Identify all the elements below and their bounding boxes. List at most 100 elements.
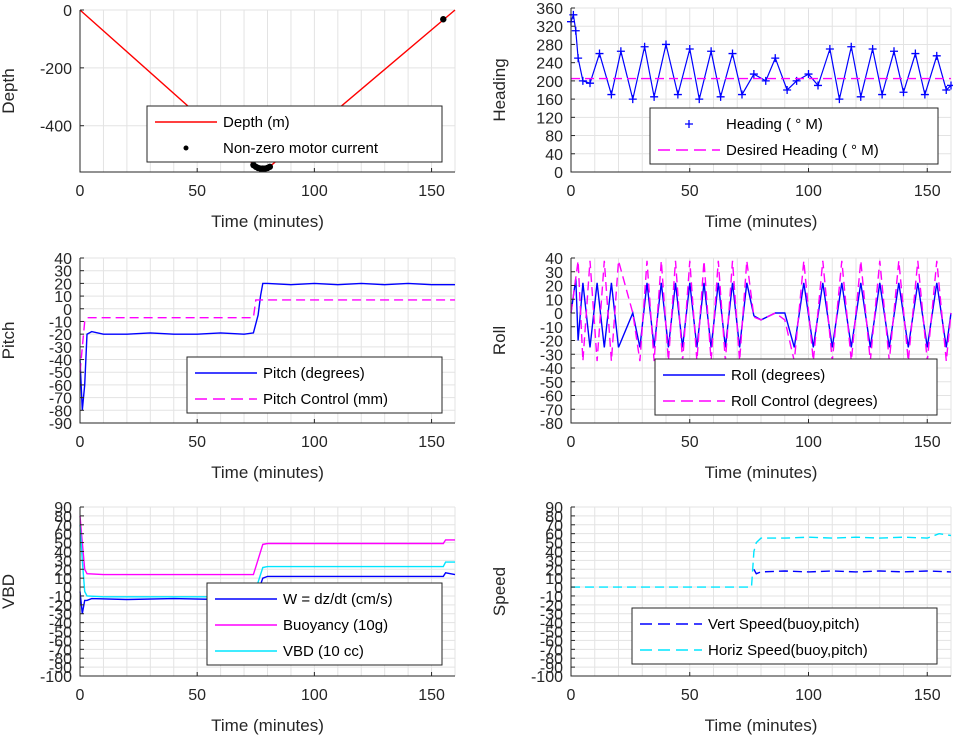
data-point: [586, 79, 594, 88]
x-tick-label: 50: [681, 687, 699, 704]
legend-entry: Heading ( ° M): [726, 116, 823, 133]
y-tick-label: -100: [531, 669, 563, 686]
data-point: [899, 88, 908, 97]
x-tick-label: 0: [567, 687, 576, 704]
series-line: [571, 532, 952, 588]
y-tick-label: -70: [540, 402, 563, 419]
legend-box: [649, 107, 939, 165]
data-point: [825, 45, 834, 53]
y-tick-label: -80: [49, 651, 72, 668]
legend-entry: Non-zero motor current: [223, 140, 379, 157]
data-point: [673, 90, 682, 99]
x-axis-label: Time (minutes): [705, 716, 818, 735]
x-axis-label: Time (minutes): [705, 463, 818, 482]
chart-5: 0 50 100 1509080706050403020100-10-20-30-40…: [0, 500, 456, 735]
legend-entry: Horiz Speed(buoy,pitch): [708, 642, 868, 659]
y-axis-label: Depth: [0, 68, 18, 113]
y-axis-label: Roll: [490, 326, 509, 355]
y-tick-label: -50: [49, 625, 72, 642]
y-tick-label: 80: [545, 509, 563, 526]
y-tick-label: -40: [49, 353, 72, 370]
y-tick-label: 40: [54, 251, 72, 268]
x-tick-label: 0: [567, 183, 576, 200]
y-tick-label: 0: [554, 306, 563, 323]
data-point: [685, 45, 694, 53]
y-tick-label: 20: [545, 279, 563, 296]
y-tick-label: 20: [54, 276, 72, 293]
y-tick-label: -10: [540, 320, 563, 337]
y-tick-label: -400: [40, 119, 72, 136]
data-point: [695, 95, 704, 104]
x-tick-label: 0: [76, 687, 85, 704]
data-point: [628, 95, 637, 104]
legend-box: [146, 105, 443, 163]
y-tick-label: -60: [49, 633, 72, 650]
x-tick-label: 150: [418, 434, 445, 451]
y-tick-label: -40: [49, 616, 72, 633]
data-point: [771, 54, 780, 63]
y-tick-label: -10: [49, 589, 72, 606]
x-tick-label: 50: [188, 183, 206, 200]
chart-4: 0 50 100 150403020100-10-20-30-40-50-60-70-…: [490, 251, 952, 482]
y-tick-label: 240: [536, 56, 563, 73]
x-axis-label: Time (minutes): [211, 716, 324, 735]
x-tick-label: 0: [76, 183, 85, 200]
legend-entry: Depth (m): [223, 114, 290, 131]
data-point: [761, 76, 770, 85]
y-tick-label: -70: [49, 642, 72, 659]
series-1: [567, 10, 953, 104]
y-tick-label: 10: [54, 289, 72, 306]
y-tick-label: -50: [540, 375, 563, 392]
legend-box: [654, 358, 938, 416]
data-point: [814, 81, 822, 90]
y-tick-label: 200: [536, 74, 563, 91]
series-line: [79, 282, 455, 411]
series-2: [250, 16, 447, 172]
y-tick-label: 360: [536, 1, 563, 18]
x-tick-label: 50: [681, 183, 699, 200]
series-line: [570, 260, 952, 362]
y-tick-label: 80: [545, 129, 563, 146]
y-tick-label: -80: [540, 416, 563, 433]
y-tick-label: -30: [49, 340, 72, 357]
legend-entry: Pitch (degrees): [263, 365, 365, 382]
y-tick-label: 80: [54, 509, 72, 526]
y-tick-label: 90: [545, 500, 563, 517]
data-point: [856, 92, 865, 101]
data-point: [616, 47, 625, 56]
legend-entry: Buoyancy (10g): [283, 617, 388, 634]
x-axis-label: Time (minutes): [211, 463, 324, 482]
y-tick-label: -50: [49, 365, 72, 382]
data-point: [266, 163, 274, 170]
y-tick-label: -70: [49, 391, 72, 408]
y-tick-label: -90: [49, 660, 72, 677]
data-point: [578, 76, 587, 85]
y-tick-label: 60: [54, 527, 72, 544]
y-tick-label: 0: [63, 3, 72, 20]
y-tick-label: -20: [49, 598, 72, 615]
data-point: [716, 92, 725, 101]
legend-entry: Roll (degrees): [731, 367, 825, 384]
chart-2: 0 50 100 15004080120160200240280320360Time …: [490, 1, 953, 231]
y-tick-label: -60: [49, 378, 72, 395]
legend: Heading ( ° M) Desired Heading ( ° M): [649, 107, 939, 165]
y-tick-label: 160: [536, 92, 563, 109]
data-point: [662, 40, 670, 49]
legend: Roll (degrees) Roll Control (degrees): [654, 358, 938, 416]
x-tick-label: 150: [418, 687, 445, 704]
y-tick-label: 30: [545, 265, 563, 282]
chart-1: 0 50 100 150 0 -200 -400 Time (minutes) Depth Dep…: [0, 3, 456, 231]
y-tick-label: -20: [49, 327, 72, 344]
y-tick-label: 40: [545, 147, 563, 164]
series-2: [571, 532, 952, 588]
y-tick-label: -80: [49, 403, 72, 420]
y-tick-label: -60: [540, 633, 563, 650]
y-tick-label: -20: [540, 598, 563, 615]
y-tick-label: 280: [536, 37, 563, 54]
x-tick-label: 50: [188, 687, 206, 704]
legend: Pitch (degrees) Pitch Control (mm): [186, 356, 443, 414]
data-point: [868, 45, 877, 53]
legend: Vert Speed(buoy,pitch) Horiz Speed(buoy,p…: [631, 607, 938, 665]
data-point: [932, 51, 941, 60]
y-tick-label: 30: [54, 264, 72, 281]
